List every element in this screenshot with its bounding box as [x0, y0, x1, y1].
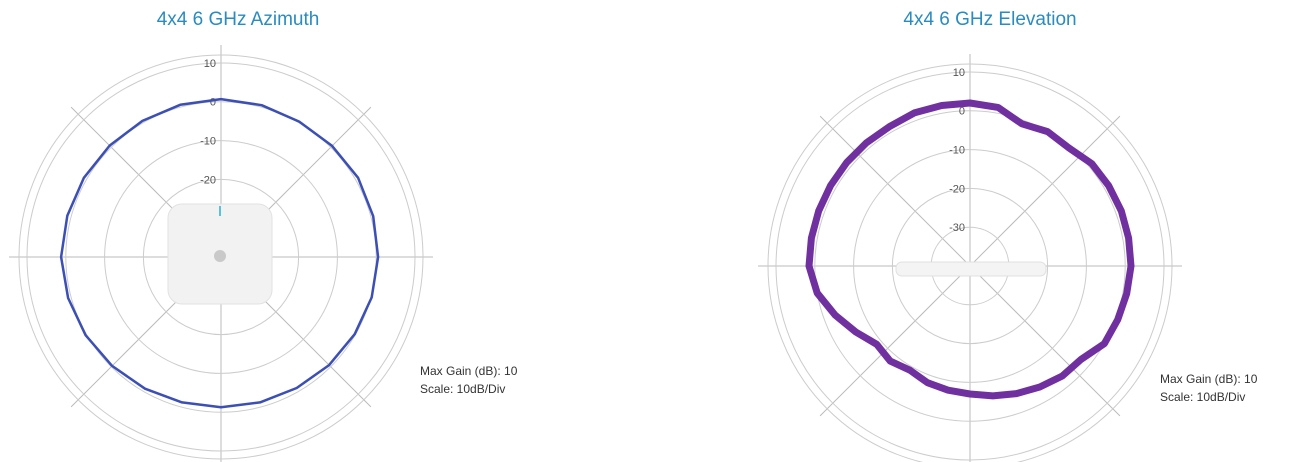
polar-chart: [758, 54, 1182, 462]
device-top: [168, 204, 272, 304]
chart-title: 4x4 6 GHz Elevation: [903, 9, 1076, 30]
r-tick-label: -20: [949, 183, 965, 195]
annotation: Max Gain (dB): 10: [1160, 372, 1258, 386]
chart-title: 4x4 6 GHz Azimuth: [157, 9, 320, 30]
spoke: [820, 116, 970, 266]
spoke: [970, 116, 1120, 266]
r-tick-label: -20: [200, 174, 216, 186]
annotation: Max Gain (dB): 10: [420, 364, 518, 378]
r-tick-label: 10: [204, 58, 216, 70]
annotation: Scale: 10dB/Div: [1160, 390, 1245, 404]
r-tick-label: 10: [953, 67, 965, 79]
r-tick-label: -10: [200, 136, 216, 148]
r-tick-label: -30: [949, 222, 965, 234]
r-tick-label: 0: [210, 97, 216, 109]
annotation: Scale: 10dB/Div: [420, 382, 505, 396]
r-tick-label: -10: [949, 145, 965, 157]
chart: 10 0 -10 -20 4x4 6 GHz Azimuth Max Gain (dB):…: [0, 0, 1302, 462]
r-tick-label: 0: [959, 106, 965, 118]
device-side: [896, 262, 1046, 276]
